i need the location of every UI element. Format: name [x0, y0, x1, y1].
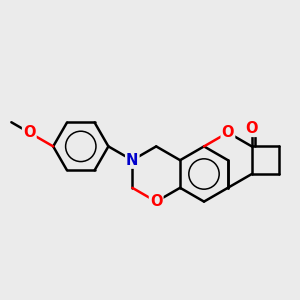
Text: N: N — [126, 153, 139, 168]
Text: O: O — [150, 194, 162, 209]
Text: O: O — [246, 121, 258, 136]
Text: O: O — [23, 125, 35, 140]
Text: O: O — [222, 125, 234, 140]
